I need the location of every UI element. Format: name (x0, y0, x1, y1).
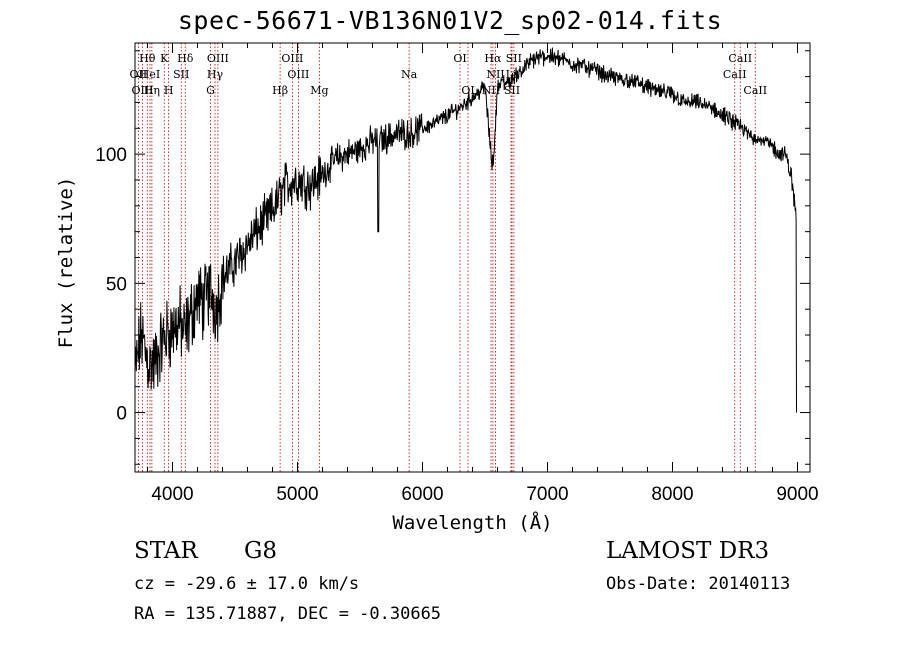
axis-tick-labels: 4000 5000 6000 7000 8000 9000 0 50 100 (95, 145, 818, 505)
object-class: STAR (134, 538, 198, 564)
spectral-line-label: CaII (728, 52, 752, 65)
spectral-line-label: OI (453, 52, 466, 65)
spectral-line-labels: Hθ OII OIII HeI Hη K SII H Hδ OIII Hγ G OIII OIII Hβ Mg… (130, 52, 768, 97)
spectral-line-label: Hγ (207, 68, 224, 81)
chart-title: spec-56671-VB136N01V2_sp02-014.fits (177, 6, 723, 35)
object-subclass: G8 (244, 538, 278, 564)
spectral-line-label: OII (130, 68, 148, 81)
spectral-line-label: CaII (743, 84, 767, 97)
spectral-line-label: H (164, 84, 174, 97)
spectral-line-label: K (160, 52, 169, 65)
x-tick-label: 4000 (151, 484, 193, 505)
spectral-line-label: G (206, 84, 215, 97)
x-tick-label: 5000 (276, 484, 318, 505)
spectral-line-label: Hθ (139, 52, 156, 65)
spectral-line-label: CaII (723, 68, 747, 81)
spectral-line-label: OIII (281, 52, 303, 65)
survey-name: LAMOST DR3 (606, 538, 770, 564)
spectral-line-label: Li (506, 68, 517, 81)
x-tick-label: 6000 (401, 484, 443, 505)
spectral-line-label: Na (401, 68, 418, 81)
spectral-line-label: OIII (287, 68, 309, 81)
x-axis-label: Wavelength (Å) (392, 511, 552, 534)
spectral-line-label: SII (173, 68, 189, 81)
x-tick-label: 8000 (651, 484, 693, 505)
coordinates: RA = 135.71887, DEC = -0.30665 (134, 604, 442, 624)
x-tick-label: 9000 (776, 484, 818, 505)
axis-ticks (135, 43, 810, 472)
x-tick-label: 7000 (526, 484, 568, 505)
spectral-line-label: OIII (131, 84, 153, 97)
spectral-line-label: Hβ (272, 84, 288, 97)
y-tick-label: 0 (116, 404, 127, 425)
spectral-line-label: Mg (310, 84, 328, 97)
spectral-line-label: Hδ (177, 52, 194, 65)
spectral-line-label: NII (486, 68, 504, 81)
spectral-line-label: OI (461, 84, 474, 97)
obs-date: Obs-Date: 20140113 (606, 574, 791, 594)
spectral-line-label: Hα (484, 52, 502, 65)
spectral-line-label: NII (482, 84, 500, 97)
spectral-line-label: HeI (140, 68, 160, 81)
spectral-line-label: OIII (207, 52, 229, 65)
y-axis-label: Flux (relative) (55, 177, 77, 349)
spectral-line-markers (137, 43, 756, 472)
redshift-cz: cz = -29.6 ± 17.0 km/s (134, 574, 360, 594)
spectral-line-label: Hη (144, 84, 160, 97)
spectral-line-label: SII (506, 52, 522, 65)
spectrum-series-line (134, 47, 797, 413)
y-tick-label: 100 (95, 145, 127, 166)
y-tick-label: 50 (106, 274, 127, 295)
spectral-line-label: SII (504, 84, 520, 97)
